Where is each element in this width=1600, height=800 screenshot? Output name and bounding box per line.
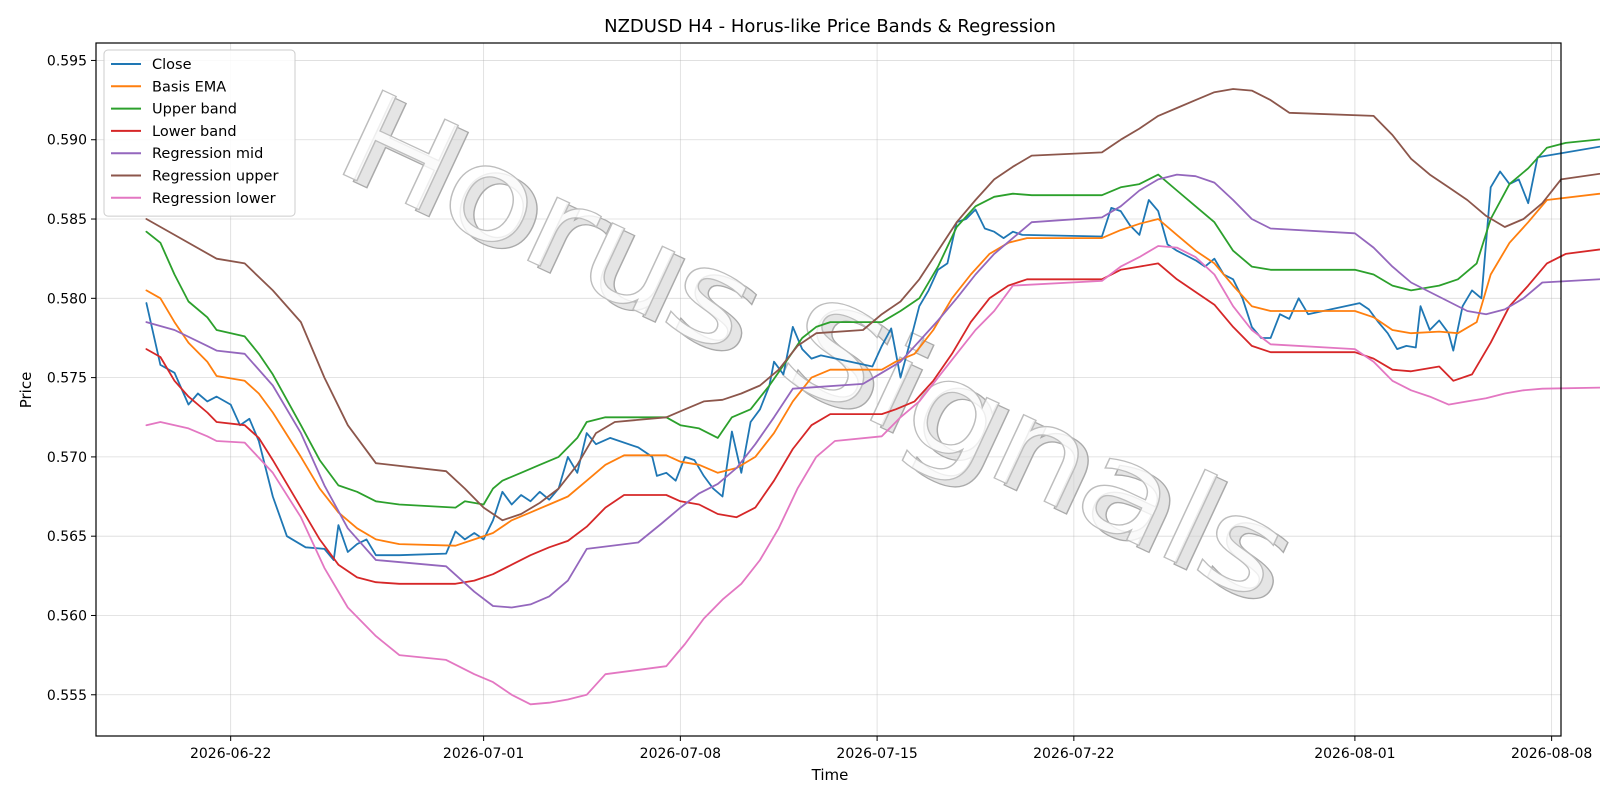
legend-label: Lower band (152, 124, 237, 140)
y-tick-label: 0.555 (47, 688, 87, 704)
y-tick-label: 0.590 (47, 133, 87, 149)
legend-label: Regression lower (152, 191, 276, 207)
x-tick-label: 2026-06-22 (190, 746, 271, 762)
x-tick-label: 2026-07-08 (640, 746, 721, 762)
plot-frame (95, 42, 1562, 737)
series-line-regression-lower (145, 245, 1600, 706)
x-tick-label: 2026-07-15 (836, 746, 917, 762)
x-tick-label: 2026-07-22 (1033, 746, 1114, 762)
legend-label: Basis EMA (152, 79, 226, 95)
legend-label: Close (152, 57, 192, 73)
series-line-upper-band (145, 138, 1600, 509)
y-tick-label: 0.565 (47, 529, 87, 545)
legend: Close Basis EMA Upper band Lower band Regres… (103, 49, 296, 217)
x-tick-label: 2026-08-08 (1511, 746, 1592, 762)
x-tick-label: 2026-08-01 (1314, 746, 1395, 762)
series-line-regression-mid (145, 173, 1600, 609)
series-line-regression-upper (145, 88, 1600, 522)
legend-label: Upper band (152, 102, 237, 118)
x-tick-label: 2026-07-01 (443, 746, 524, 762)
y-tick-label: 0.570 (47, 450, 87, 466)
y-tick-label: 0.580 (47, 291, 87, 307)
series-line-close (145, 145, 1600, 561)
y-axis-ticks: 0.555 0.560 0.565 0.570 0.575 0.580 0.585 0.590… (47, 53, 96, 704)
y-axis-label: Price (17, 372, 35, 409)
y-tick-label: 0.585 (47, 212, 87, 228)
x-axis-label: Time (811, 766, 849, 784)
y-tick-label: 0.560 (47, 608, 87, 624)
y-tick-label: 0.575 (47, 371, 87, 387)
series-line-lower-band (145, 248, 1600, 585)
legend-label: Regression upper (152, 169, 278, 185)
legend-box (103, 49, 296, 217)
y-tick-label: 0.595 (47, 53, 87, 69)
legend-label: Regression mid (152, 146, 263, 162)
x-axis-ticks: 2026-06-22 2026-07-01 2026-07-08 2026-07-15… (190, 736, 1592, 762)
chart-title: NZDUSD H4 - Horus-like Price Bands & Reg… (604, 16, 1056, 37)
series-lines (145, 88, 1600, 706)
grid (96, 43, 1561, 736)
